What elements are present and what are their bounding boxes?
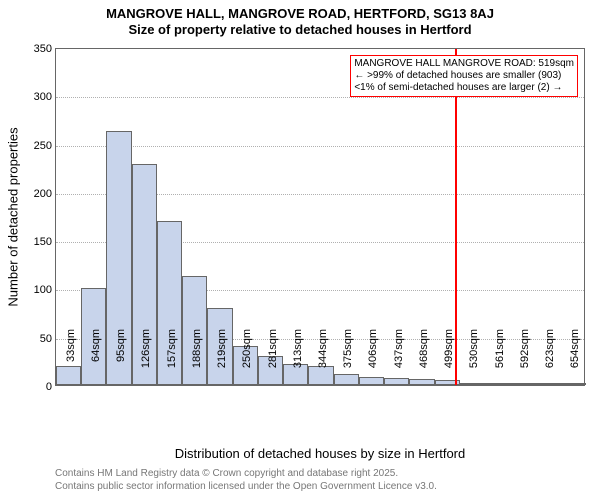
xtick-label: 561sqm	[494, 329, 506, 389]
xtick-label: 375sqm	[342, 329, 354, 389]
footer-line2: Contains public sector information licen…	[55, 481, 437, 494]
ytick-label: 150	[34, 236, 52, 248]
xtick-label: 468sqm	[418, 329, 430, 389]
gridline	[56, 146, 584, 147]
ytick-label: 200	[34, 188, 52, 200]
chart-container: MANGROVE HALL, MANGROVE ROAD, HERTFORD, …	[0, 0, 600, 500]
title-block: MANGROVE HALL, MANGROVE ROAD, HERTFORD, …	[0, 0, 600, 39]
gridline	[56, 97, 584, 98]
footer-line1: Contains HM Land Registry data © Crown c…	[55, 468, 437, 481]
xtick-label: 188sqm	[191, 329, 203, 389]
ytick-label: 300	[34, 91, 52, 103]
chart-title-line2: Size of property relative to detached ho…	[0, 22, 600, 38]
xtick-label: 126sqm	[140, 329, 152, 389]
xtick-label: 33sqm	[65, 329, 77, 389]
x-axis-label: Distribution of detached houses by size …	[55, 446, 585, 461]
ytick-label: 350	[34, 43, 52, 55]
ytick-label: 50	[40, 333, 52, 345]
xtick-label: 654sqm	[569, 329, 581, 389]
xtick-label: 64sqm	[90, 329, 102, 389]
ytick-label: 100	[34, 284, 52, 296]
xtick-label: 219sqm	[216, 329, 228, 389]
xtick-label: 95sqm	[115, 329, 127, 389]
xtick-label: 530sqm	[468, 329, 480, 389]
attribution-footer: Contains HM Land Registry data © Crown c…	[55, 468, 437, 493]
annotation-line2: ← >99% of detached houses are smaller (9…	[354, 70, 574, 82]
xtick-label: 499sqm	[443, 329, 455, 389]
xtick-label: 157sqm	[166, 329, 178, 389]
annotation-box: MANGROVE HALL MANGROVE ROAD: 519sqm← >99…	[350, 55, 578, 97]
marker-line	[455, 49, 457, 385]
xtick-label: 313sqm	[292, 329, 304, 389]
annotation-line3: <1% of semi-detached houses are larger (…	[354, 82, 574, 94]
xtick-label: 281sqm	[267, 329, 279, 389]
ytick-label: 0	[46, 381, 52, 393]
chart-title-line1: MANGROVE HALL, MANGROVE ROAD, HERTFORD, …	[0, 6, 600, 22]
y-axis-label: Number of detached properties	[6, 127, 21, 306]
plot-area: 05010015020025030035033sqm64sqm95sqm126s…	[55, 48, 585, 386]
xtick-label: 437sqm	[393, 329, 405, 389]
xtick-label: 623sqm	[544, 329, 556, 389]
ytick-label: 250	[34, 140, 52, 152]
xtick-label: 406sqm	[367, 329, 379, 389]
xtick-label: 592sqm	[519, 329, 531, 389]
xtick-label: 250sqm	[241, 329, 253, 389]
xtick-label: 344sqm	[317, 329, 329, 389]
annotation-line1: MANGROVE HALL MANGROVE ROAD: 519sqm	[354, 58, 574, 70]
